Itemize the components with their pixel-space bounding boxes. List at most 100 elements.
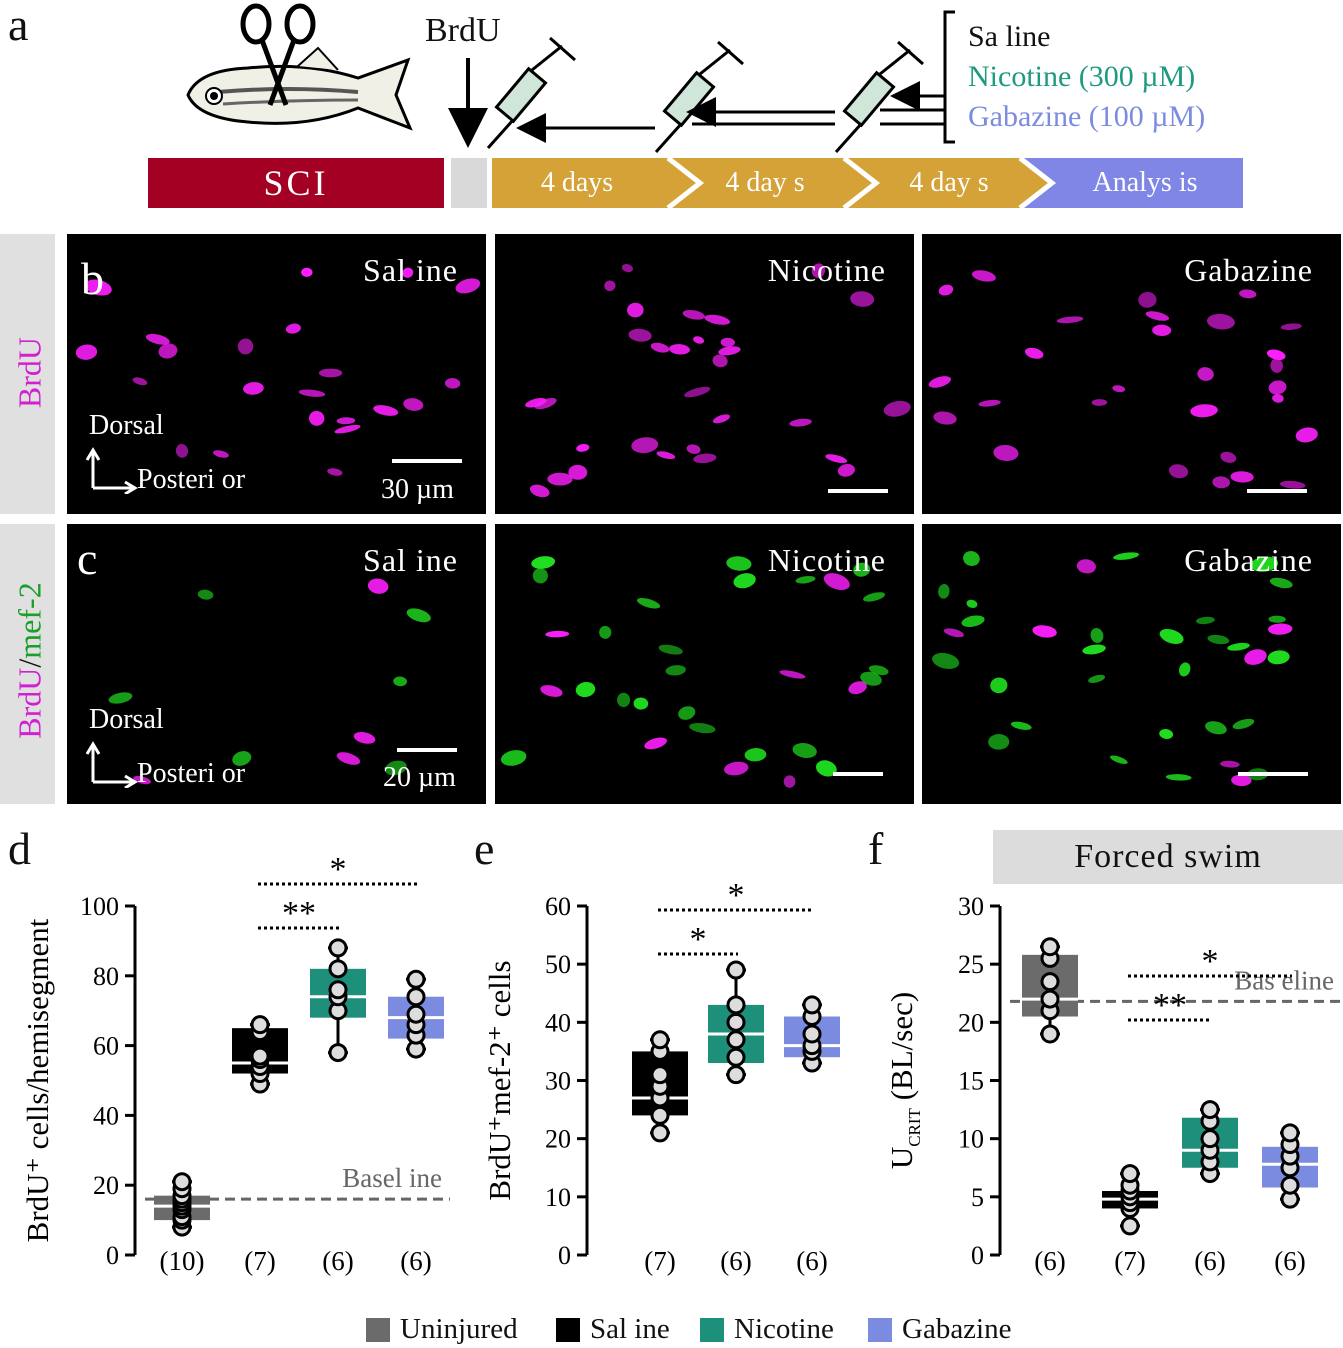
cell-nucleus xyxy=(850,291,875,307)
cell-nucleus xyxy=(1266,349,1286,361)
cell-nucleus xyxy=(988,734,1010,750)
cell-nucleus xyxy=(1239,289,1257,299)
significance-label: * xyxy=(1202,943,1219,980)
cell-nucleus xyxy=(318,368,343,378)
data-point xyxy=(650,1030,670,1050)
cell-nucleus xyxy=(158,343,178,359)
timeline-day3: 4 day s xyxy=(909,167,989,198)
y-tick-label: 15 xyxy=(958,1067,984,1096)
y-tick-label: 0 xyxy=(106,1241,119,1270)
treatment-saline: Sa line xyxy=(968,20,1051,53)
data-point xyxy=(650,1065,670,1085)
cell-nucleus xyxy=(978,399,1001,407)
cell-nucleus xyxy=(1024,347,1044,359)
cell-nucleus xyxy=(1088,674,1106,683)
y-axis-label: UCRIT (BL/sec) xyxy=(884,992,924,1169)
cell-nucleus xyxy=(301,267,313,277)
cell-nucleus xyxy=(529,484,550,498)
cell-nucleus xyxy=(860,671,882,686)
scale-bar-b-nicotine xyxy=(828,489,888,493)
legend-swatch-uninjured xyxy=(366,1317,390,1342)
cell-nucleus xyxy=(84,279,112,296)
cell-nucleus xyxy=(604,280,616,292)
data-point xyxy=(1200,1129,1220,1149)
cell-nucleus xyxy=(789,418,812,427)
cell-nucleus xyxy=(1268,623,1293,635)
y-tick-label: 30 xyxy=(958,892,984,921)
chart-e: 0 10 20 30 40 50 60 BrdU⁺mef-2⁺ cells (7) (6) (6) *… xyxy=(482,877,840,1276)
y-tick-label: 5 xyxy=(971,1183,984,1212)
panel-label-a: a xyxy=(8,0,29,50)
data-point xyxy=(406,987,426,1007)
y-axis-label: BrdU⁺ cells/hemisegment xyxy=(20,918,55,1242)
data-point xyxy=(726,1065,746,1085)
cell-nucleus xyxy=(1110,755,1128,764)
cell-nucleus xyxy=(628,328,652,342)
cell-nucleus xyxy=(373,405,399,416)
cell-nucleus xyxy=(631,437,659,454)
group-n-label: (6) xyxy=(1194,1246,1225,1276)
cell-nucleus xyxy=(1091,399,1108,406)
data-point xyxy=(650,1123,670,1143)
data-point xyxy=(328,1043,348,1063)
scale-bar-c-nicotine xyxy=(833,772,883,776)
cell-nucleus xyxy=(1145,311,1170,321)
cell-nucleus xyxy=(961,615,985,627)
cell-nucleus xyxy=(933,411,957,425)
y-tick-label: 20 xyxy=(93,1171,119,1200)
condition-gabazine-c: Gabazine xyxy=(1184,542,1313,578)
cell-nucleus xyxy=(1267,650,1290,665)
cell-nucleus xyxy=(1270,358,1283,373)
cell-nucleus xyxy=(1230,471,1254,483)
cell-nucleus xyxy=(285,323,301,334)
cell-nucleus xyxy=(1205,721,1227,735)
cell-nucleus xyxy=(298,389,326,397)
cell-nucleus xyxy=(1032,625,1057,638)
cell-nucleus xyxy=(500,750,527,766)
timeline-day1: 4 days xyxy=(540,167,614,198)
cell-nucleus xyxy=(658,644,683,655)
cell-nucleus xyxy=(712,414,731,424)
cell-nucleus xyxy=(1227,642,1250,651)
cell-nucleus xyxy=(132,377,148,386)
cell-nucleus xyxy=(1138,291,1157,308)
cell-nucleus xyxy=(336,752,361,765)
group-n-label: (6) xyxy=(1274,1246,1305,1276)
cell-nucleus xyxy=(534,398,557,410)
data-point xyxy=(1040,1024,1060,1044)
data-point xyxy=(1200,1100,1220,1120)
cell-nucleus xyxy=(599,625,612,639)
brdu-injection-label: BrdU xyxy=(425,12,501,49)
cell-nucleus xyxy=(1295,427,1318,443)
cell-nucleus xyxy=(1280,323,1302,330)
cell-nucleus xyxy=(1168,464,1189,479)
cell-nucleus xyxy=(1197,367,1214,381)
data-point xyxy=(802,1024,822,1044)
group-n-label: (7) xyxy=(1114,1246,1145,1276)
cell-nucleus xyxy=(108,692,133,704)
cell-nucleus xyxy=(545,630,570,638)
cell-nucleus xyxy=(308,410,325,426)
orientation-posterior-c: Posteri or xyxy=(137,758,246,789)
data-point xyxy=(1120,1216,1140,1236)
cell-nucleus xyxy=(1269,577,1293,589)
treatment-nicotine: Nicotine (300 µM) xyxy=(968,60,1196,93)
cell-nucleus xyxy=(532,567,548,584)
cell-nucleus xyxy=(334,424,361,434)
baseline-label: Bas eline xyxy=(1234,965,1334,995)
condition-nicotine: Nicotine xyxy=(767,252,886,288)
row-tab-brdu: BrdU xyxy=(0,234,55,514)
y-tick-label: 30 xyxy=(545,1067,571,1096)
fish-scissors-illustration xyxy=(186,3,413,131)
panel-label-c: c xyxy=(77,533,98,584)
cell-nucleus xyxy=(1268,380,1287,395)
cell-nucleus xyxy=(367,578,389,594)
data-point xyxy=(1040,972,1060,992)
scale-bar-c-gabazine xyxy=(1238,772,1308,776)
chart-f: 0 5 10 15 20 25 30 UCRIT (BL/sec) Bas eline (6) (7… xyxy=(884,892,1342,1276)
scale-label-b: 30 µm xyxy=(381,474,454,505)
cell-nucleus xyxy=(883,400,911,417)
cell-nucleus xyxy=(644,737,667,750)
y-tick-label: 20 xyxy=(545,1125,571,1154)
significance-label: ** xyxy=(1153,987,1187,1024)
